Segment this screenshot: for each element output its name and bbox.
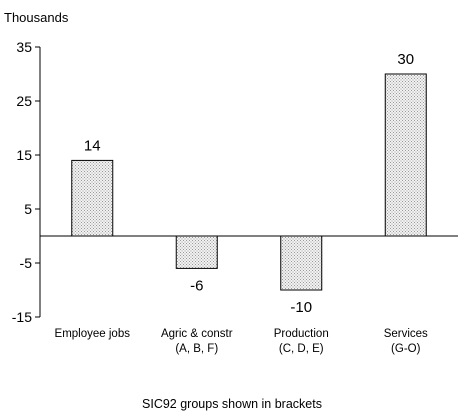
bar bbox=[175, 235, 218, 269]
category-label: Services bbox=[384, 328, 428, 340]
y-tick-label: 35 bbox=[16, 39, 32, 55]
category-label: Employee jobs bbox=[55, 328, 131, 340]
y-tick-label: 5 bbox=[24, 201, 32, 217]
y-tick-label: -15 bbox=[12, 309, 32, 325]
category-label: Agric & constr bbox=[161, 328, 233, 340]
y-tick-label: -5 bbox=[20, 255, 33, 271]
y-tick-label: 15 bbox=[16, 147, 32, 163]
category-label: Production bbox=[274, 328, 329, 340]
chart-footnote: SIC92 groups shown in brackets bbox=[142, 397, 322, 411]
bar-value-label: -6 bbox=[190, 277, 203, 294]
y-tick-label: 25 bbox=[16, 93, 32, 109]
bar bbox=[384, 73, 427, 237]
bar-value-label: -10 bbox=[290, 299, 312, 316]
bar-value-label: 30 bbox=[397, 51, 414, 68]
y-unit-label: Thousands bbox=[4, 10, 69, 25]
category-label: (G-O) bbox=[391, 343, 421, 355]
category-label: (A, B, F) bbox=[175, 343, 218, 355]
bar bbox=[71, 159, 114, 237]
bar-value-label: 14 bbox=[84, 137, 101, 154]
bar bbox=[280, 235, 323, 291]
category-label: (C, D, E) bbox=[279, 343, 324, 355]
